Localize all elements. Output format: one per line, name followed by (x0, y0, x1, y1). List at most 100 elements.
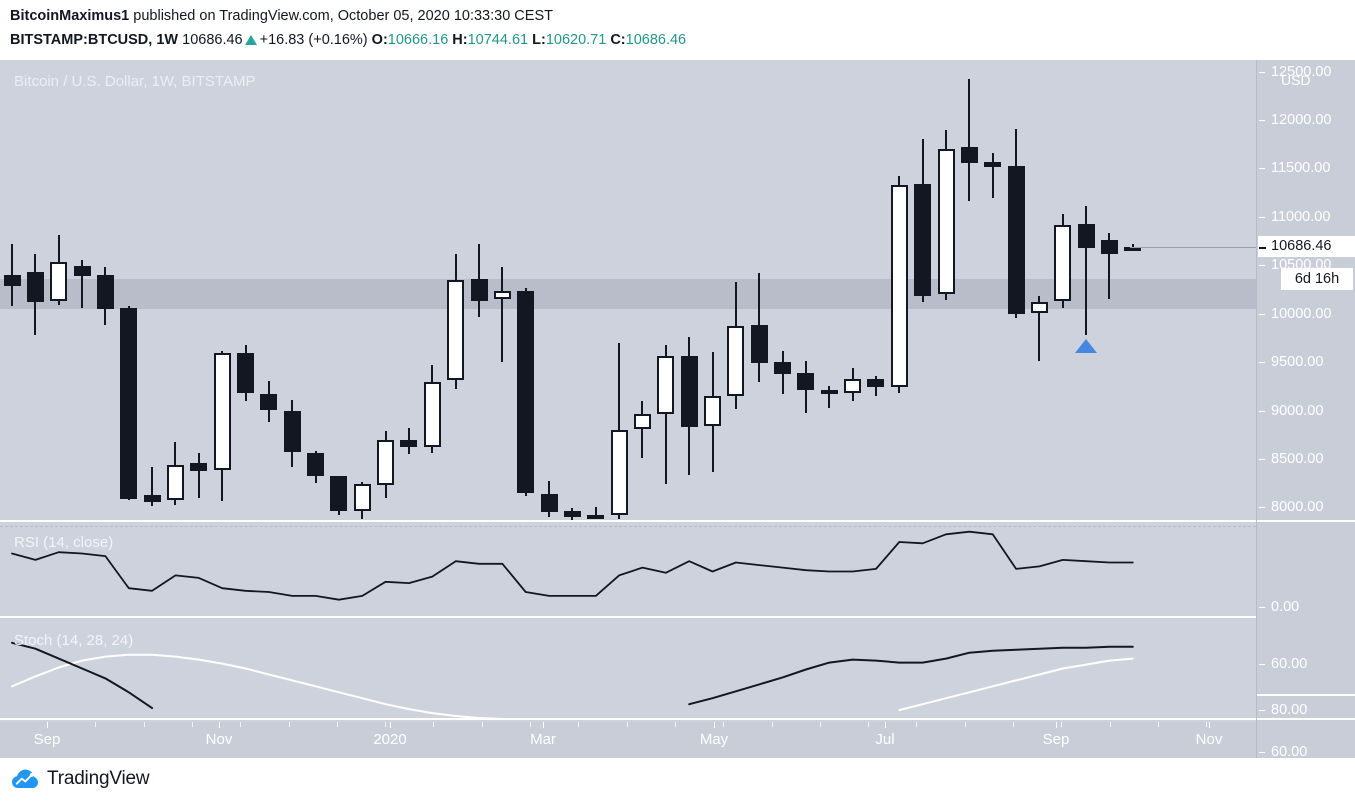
header-bar: BitcoinMaximus1 published on TradingView… (0, 0, 1355, 60)
current-price-badge: 10686.46 (1258, 236, 1355, 258)
price-pane[interactable]: Bitcoin / U.S. Dollar, 1W, BITSTAMP (0, 60, 1256, 522)
price-axis-unit: USD (1281, 72, 1311, 88)
plot-area[interactable]: Bitcoin / U.S. Dollar, 1W, BITSTAMP RSI … (0, 60, 1256, 758)
candle-body-bullish (610, 429, 628, 516)
triangle-up-marker-icon (1075, 338, 1098, 353)
price-axis-label: 12000.00 (1271, 112, 1332, 129)
candle-wick (664, 344, 667, 485)
price-axis-label: 12500.00 (1271, 63, 1332, 80)
price-axis-label: 11500.00 (1271, 160, 1331, 177)
time-axis-label: 2020 (373, 731, 407, 748)
stoch-pane-divider (0, 718, 1256, 720)
candle-body-bearish (96, 275, 114, 309)
stoch-pane[interactable]: Stoch (14, 28, 24) (0, 621, 1256, 720)
price-axis-label: 11000.00 (1271, 208, 1331, 225)
current-price-tick (1259, 247, 1266, 250)
stoch-axis-tick (1259, 710, 1265, 711)
candle-body-bullish (353, 484, 371, 512)
candle-body-bullish (890, 184, 908, 388)
price-axis-divider (1257, 718, 1355, 720)
rsi-pane[interactable]: RSI (14, close) (0, 524, 1256, 619)
time-axis-minor-tick (530, 722, 531, 727)
candle-body-bullish (937, 149, 955, 295)
rsi-axis-label: 60.00 (1271, 656, 1308, 672)
time-axis-minor-tick (143, 722, 145, 727)
candle-body-bearish (237, 352, 254, 394)
symbol-quote-line: BITSTAMP:BTCUSD, 1W 10686.46 +16.83 (+0.1… (10, 29, 1355, 51)
time-axis-minor-tick (481, 722, 483, 727)
candle-body-bearish (914, 183, 932, 297)
candle-body-bearish (190, 462, 208, 471)
symbol-label: BITSTAMP:BTCUSD, 1W (10, 32, 179, 48)
time-axis-minor-tick (1206, 722, 1208, 727)
price-axis-label: 10000.00 (1271, 305, 1332, 322)
chart-container[interactable]: Bitcoin / U.S. Dollar, 1W, BITSTAMP RSI … (0, 60, 1355, 760)
time-axis-tick (1209, 722, 1210, 728)
time-axis-minor-tick (723, 722, 725, 727)
time-axis-tick (1056, 722, 1057, 728)
candle-body-bearish (1077, 223, 1095, 248)
time-axis-tick (543, 722, 544, 728)
candle-body-bearish (3, 275, 21, 286)
price-axis-label: 8000.00 (1271, 499, 1324, 516)
time-axis-label: Jul (875, 731, 895, 748)
candle-body-bearish (330, 476, 348, 512)
candle-wick (81, 259, 84, 308)
rsi-axis-tick (1259, 664, 1265, 665)
time-axis-minor-tick (433, 722, 435, 727)
time-axis-minor-tick (868, 722, 870, 727)
time-axis-minor-tick (385, 722, 387, 727)
candle-body-bullish (423, 381, 441, 448)
stoch-axis-tick (1259, 752, 1265, 753)
time-axis[interactable]: Sep Nov 2020 Mar May Jul Sep Nov (0, 722, 1256, 758)
author-name: BitcoinMaximus1 (10, 8, 130, 24)
candle-body-bullish (493, 290, 511, 300)
time-axis-minor-tick (95, 722, 97, 727)
time-axis-minor-tick (674, 722, 676, 727)
candle-body-bearish (73, 266, 91, 276)
open-value: 10666.16 (387, 32, 449, 48)
candle-body-bullish (213, 352, 231, 470)
candle-body-bearish (283, 410, 301, 453)
price-axis-tick (1259, 313, 1265, 315)
candle-body-bullish (50, 262, 68, 302)
candle-wick (11, 244, 13, 306)
candle-body-bearish (470, 278, 488, 302)
price-axis-tick (1259, 120, 1265, 122)
candle-wick (991, 152, 994, 198)
candle-body-bearish (400, 439, 418, 448)
price-axis-tick (1259, 265, 1265, 267)
candle-body-bullish (727, 326, 745, 397)
candle-body-bearish (143, 494, 161, 502)
candle-wick (151, 466, 154, 506)
candle-wick (501, 267, 504, 363)
candle-body-bearish (26, 272, 44, 303)
candle-wick (1038, 296, 1041, 362)
time-axis-label: Mar (530, 731, 556, 748)
time-axis-minor-tick (626, 722, 628, 727)
price-axis[interactable]: USD 12500.00 12000.00 11500.00 11000.00 1050… (1256, 60, 1355, 760)
price-axis-tick (1259, 216, 1265, 218)
tradingview-logo[interactable]: TradingView (12, 768, 150, 790)
candle-wick (197, 453, 200, 498)
tradingview-cloud-icon (12, 769, 38, 789)
price-axis-tick (1259, 71, 1265, 73)
time-axis-minor-tick (771, 722, 773, 727)
candle-body-bearish (867, 378, 885, 388)
publish-info: published on TradingView.com, October 05… (133, 8, 553, 24)
price-axis-tick (1259, 168, 1265, 170)
candle-body-bearish (1100, 240, 1118, 254)
time-axis-minor-tick (191, 722, 193, 727)
candle-body-bullish (633, 414, 651, 429)
stoch-line-series (11, 641, 1134, 720)
candle-body-bullish (657, 356, 675, 414)
candle-wick (594, 507, 597, 520)
candle-body-bullish (1030, 302, 1048, 313)
candle-body-bullish (704, 396, 721, 427)
open-key: O: (371, 32, 388, 48)
low-value: 10620.71 (545, 32, 607, 48)
candle-wick (968, 79, 971, 202)
time-axis-minor-tick (47, 722, 48, 727)
price-axis-divider (1257, 520, 1355, 522)
stoch-axis-label: 60.00 (1271, 744, 1308, 760)
